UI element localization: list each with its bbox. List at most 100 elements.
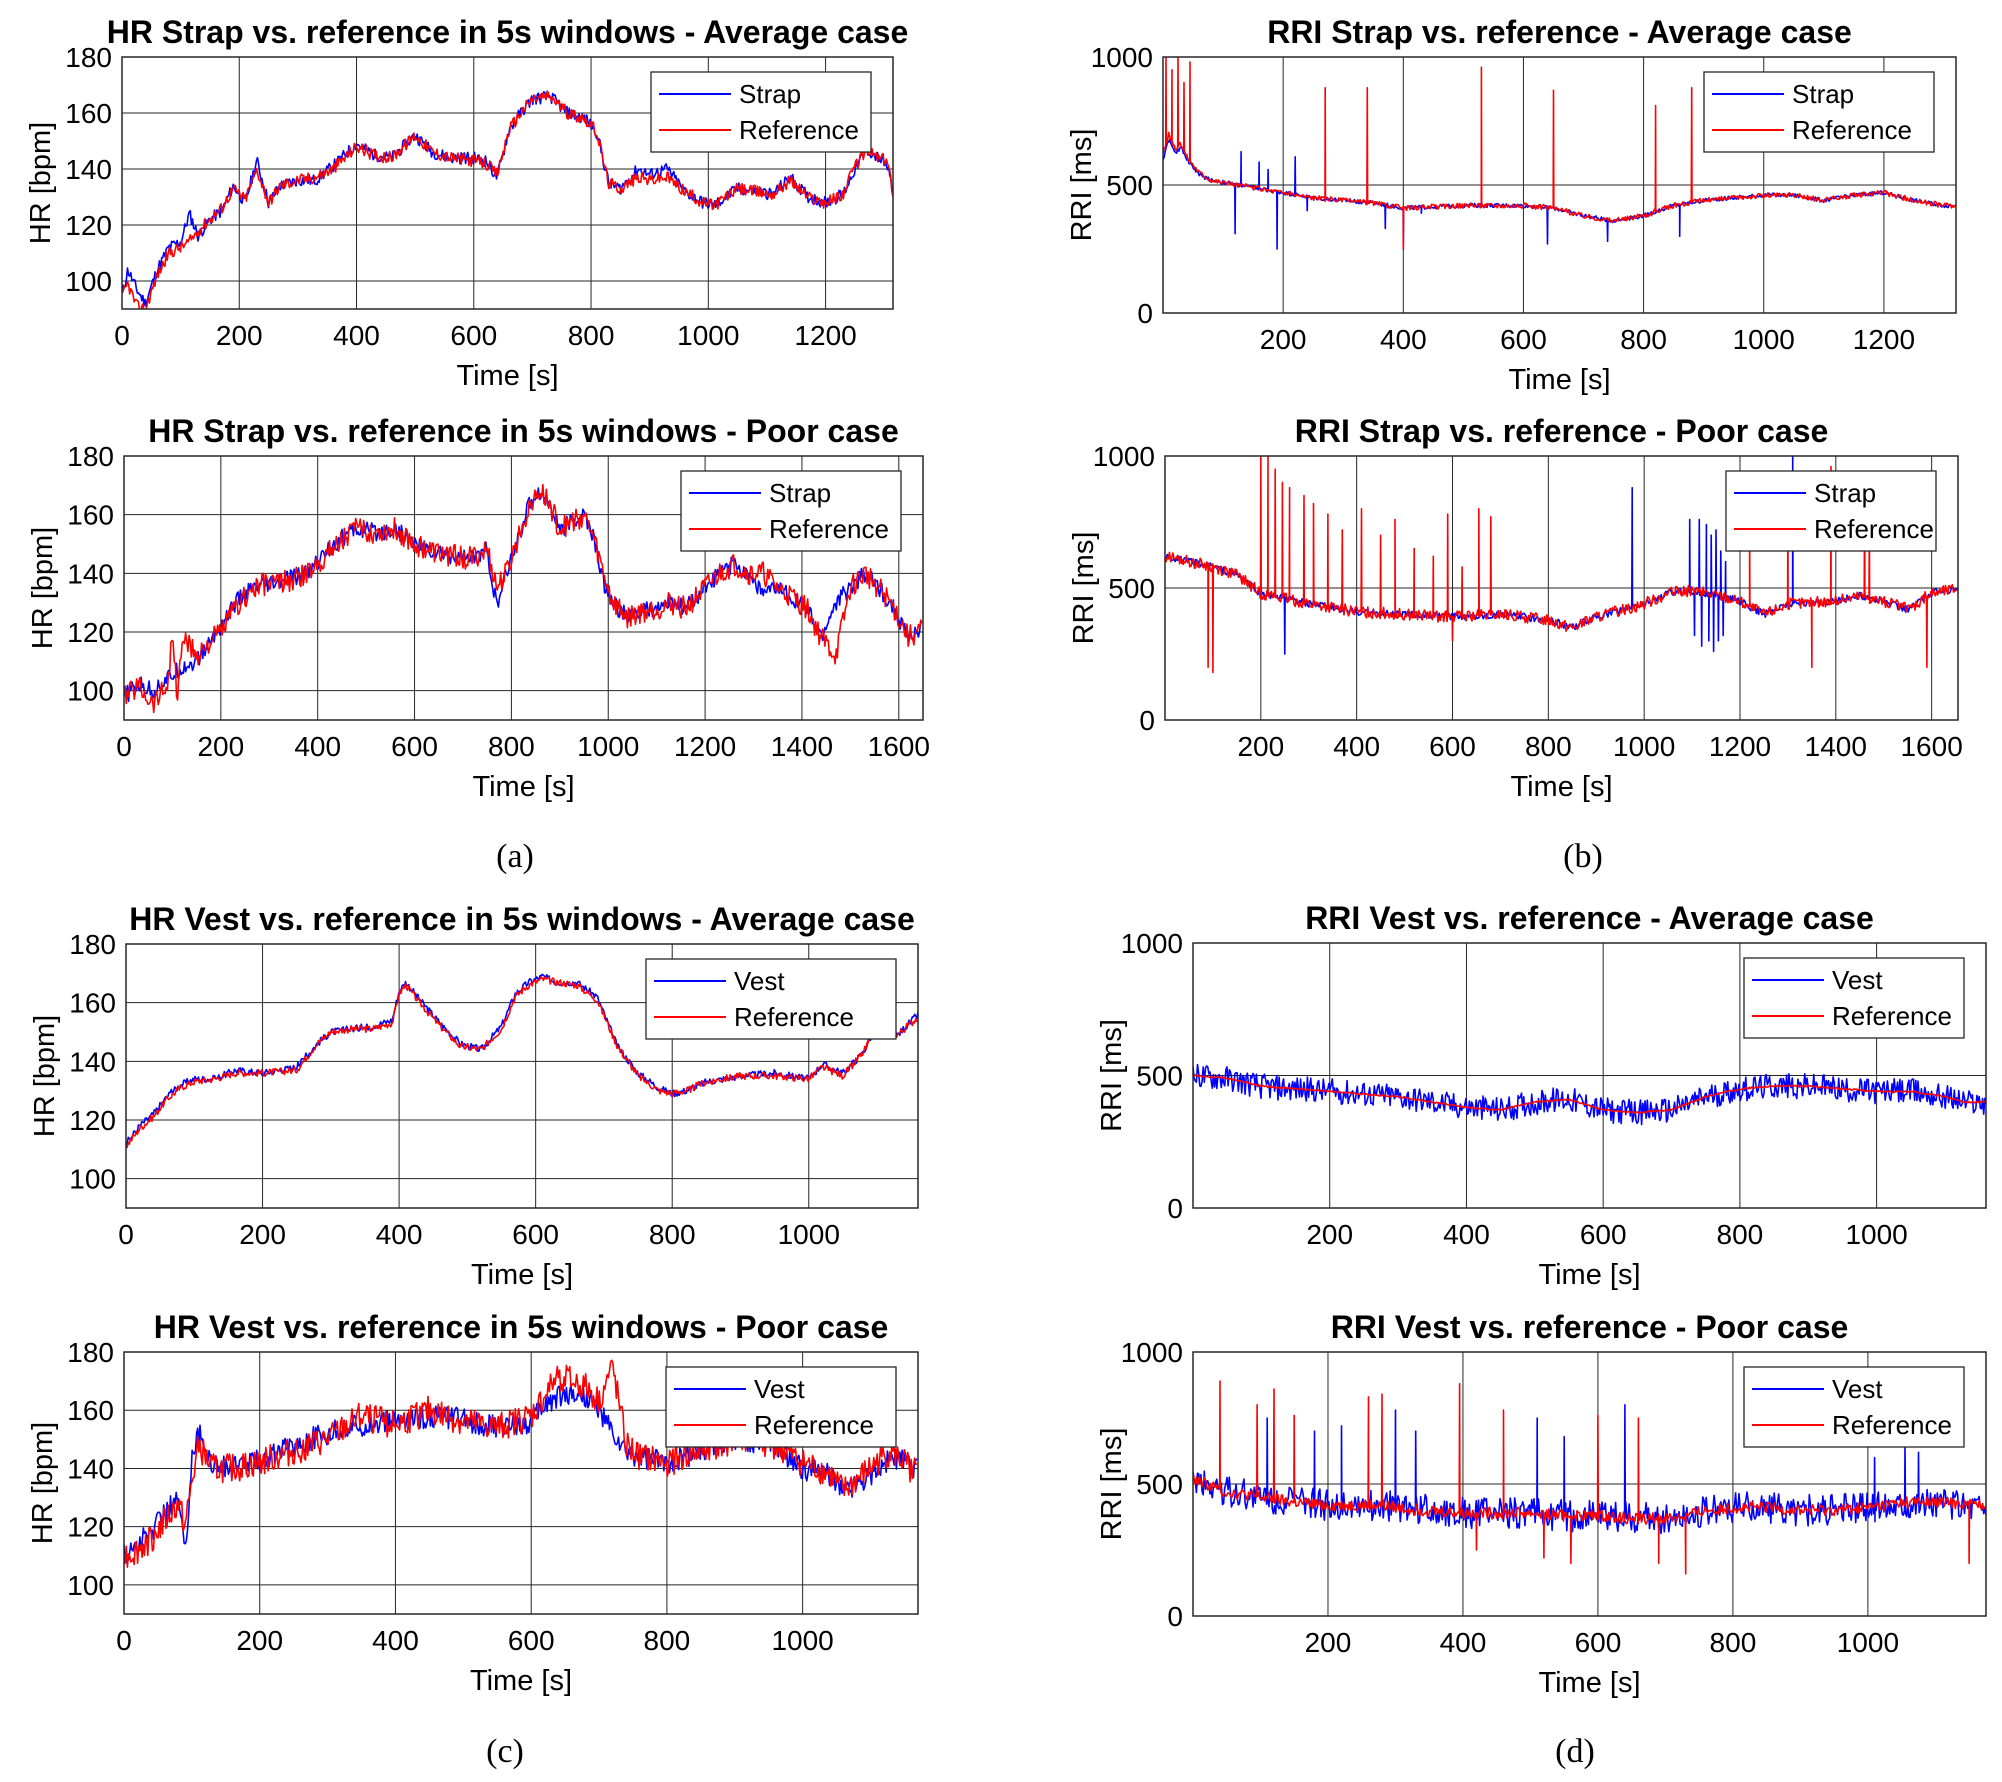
- x-tick-label: 1400: [771, 731, 833, 762]
- y-tick-label: 120: [67, 1512, 114, 1543]
- legend-label-strap: Strap: [1792, 79, 1854, 109]
- y-tick-label: 160: [65, 98, 112, 129]
- x-axis-label: Time [s]: [471, 1259, 573, 1291]
- legend-label-vest: Vest: [754, 1374, 805, 1404]
- chart-3: 200 400 600 800 1000 1200 0 500 1000 Time [s] RRI …: [1066, 14, 1957, 396]
- x-tick-label: 400: [376, 1219, 423, 1250]
- x-tick-label: 800: [1620, 324, 1667, 355]
- x-tick-label: 600: [1429, 731, 1476, 762]
- y-tick-label: 1000: [1121, 928, 1183, 959]
- series-line-reference: [1163, 57, 1956, 250]
- legend-box: [665, 1366, 897, 1448]
- panel-label-b: (b): [1563, 838, 1603, 875]
- series-layer: [1193, 1380, 1986, 1575]
- y-tick-label: 180: [65, 42, 112, 73]
- series-line-reference: [1193, 1074, 1986, 1114]
- legend-box: [1725, 470, 1937, 552]
- axes-frame: [123, 455, 924, 721]
- x-tick-label: 200: [1237, 731, 1284, 762]
- legend: Strap Reference: [1725, 470, 1937, 552]
- series-line-reference: [1193, 1380, 1986, 1575]
- y-tick-label: 100: [69, 1164, 116, 1195]
- series-line-reference: [1165, 456, 1958, 674]
- y-tick-label: 120: [65, 210, 112, 241]
- legend-label-reference: Reference: [754, 1410, 874, 1440]
- y-tick-label: 100: [67, 676, 114, 707]
- y-axis-label: HR [bpm]: [27, 1422, 59, 1544]
- y-axis-label: HR [bpm]: [25, 122, 57, 244]
- legend-label-reference: Reference: [1832, 1410, 1952, 1440]
- series-layer: [126, 973, 918, 1149]
- chart-title: RRI Vest vs. reference - Average case: [1305, 900, 1874, 936]
- legend-label-reference: Reference: [1814, 514, 1934, 544]
- x-axis-label: Time [s]: [470, 1665, 572, 1697]
- legend-box: [680, 470, 902, 552]
- x-tick-label: 600: [391, 731, 438, 762]
- chart-2: 0 200 400 600 800 1000 1200 1400 1600 100 120 140 16…: [27, 413, 930, 803]
- legend: Vest Reference: [665, 1366, 897, 1448]
- x-tick-label: 1000: [778, 1219, 840, 1250]
- x-axis-label: Time [s]: [1510, 771, 1612, 803]
- x-axis-label: Time [s]: [1538, 1667, 1640, 1699]
- panel-label-d: (d): [1555, 1733, 1595, 1770]
- series-line-strap: [122, 90, 893, 308]
- y-tick-label: 0: [1139, 705, 1155, 736]
- x-tick-label: 200: [1260, 324, 1307, 355]
- y-tick-label: 1000: [1093, 441, 1155, 472]
- x-tick-label: 0: [116, 1625, 132, 1656]
- axes-frame: [1162, 56, 1957, 314]
- y-tick-label: 500: [1136, 1061, 1183, 1092]
- x-tick-label: 600: [508, 1625, 555, 1656]
- x-axis-label: Time [s]: [472, 771, 574, 803]
- x-tick-label: 200: [1305, 1627, 1352, 1658]
- x-tick-label: 0: [118, 1219, 134, 1250]
- x-tick-label: 1000: [577, 731, 639, 762]
- y-axis-label: RRI [ms]: [1096, 1428, 1128, 1541]
- axes-frame: [121, 56, 894, 310]
- x-tick-label: 1000: [1845, 1219, 1907, 1250]
- x-tick-label: 1000: [677, 320, 739, 351]
- x-tick-label: 1200: [674, 731, 736, 762]
- y-tick-label: 1000: [1121, 1337, 1183, 1368]
- chart-title: HR Strap vs. reference in 5s windows - P…: [148, 413, 898, 449]
- chart-title: RRI Vest vs. reference - Poor case: [1331, 1309, 1849, 1345]
- series-layer: [124, 1359, 918, 1568]
- x-tick-label: 200: [197, 731, 244, 762]
- chart-title: RRI Strap vs. reference - Poor case: [1295, 413, 1829, 449]
- x-tick-label: 800: [1710, 1627, 1757, 1658]
- legend-box: [1703, 71, 1935, 153]
- legend-label-reference: Reference: [739, 115, 859, 145]
- x-tick-label: 800: [644, 1625, 691, 1656]
- x-tick-label: 200: [236, 1625, 283, 1656]
- y-tick-label: 180: [67, 1337, 114, 1368]
- y-tick-label: 140: [65, 154, 112, 185]
- charts-layer: 0 200 400 600 800 1000 1200100120140160180Time…: [25, 14, 1987, 1699]
- chart-5: 0 200 400 600 800 1000 100 120 140 160 180 Time [s]…: [29, 901, 919, 1291]
- y-tick-label: 500: [1108, 573, 1155, 604]
- legend-label-reference: Reference: [734, 1002, 854, 1032]
- series-line-reference: [124, 1359, 918, 1568]
- x-tick-label: 600: [450, 320, 497, 351]
- legend-label-reference: Reference: [1832, 1001, 1952, 1031]
- x-tick-label: 1400: [1805, 731, 1867, 762]
- panel-label-c: (c): [486, 1733, 524, 1770]
- series-line-vest: [1193, 1404, 1986, 1535]
- x-tick-label: 1600: [1900, 731, 1962, 762]
- legend-box: [1743, 1366, 1965, 1448]
- y-tick-label: 0: [1167, 1193, 1183, 1224]
- chart-7: 200 400 600 800 1000 0 500 1000 Time [s] RRI [ms]…: [1096, 900, 1987, 1291]
- legend-label-reference: Reference: [1792, 115, 1912, 145]
- x-axis-label: Time [s]: [1508, 364, 1610, 396]
- y-tick-label: 160: [67, 1395, 114, 1426]
- x-tick-label: 400: [1443, 1219, 1490, 1250]
- chart-8: 200 400 600 800 1000 0 500 1000 Time [s] RRI [ms]…: [1096, 1309, 1987, 1699]
- legend-box: [645, 958, 897, 1040]
- x-tick-label: 1000: [1613, 731, 1675, 762]
- y-tick-label: 100: [65, 266, 112, 297]
- x-tick-label: 200: [239, 1219, 286, 1250]
- x-tick-label: 1200: [1709, 731, 1771, 762]
- x-axis-label: Time [s]: [456, 360, 558, 392]
- chart-4: 200 400 600 800 1000 1200 1400 160005001000Time…: [1068, 413, 1963, 803]
- legend: Strap Reference: [650, 71, 872, 153]
